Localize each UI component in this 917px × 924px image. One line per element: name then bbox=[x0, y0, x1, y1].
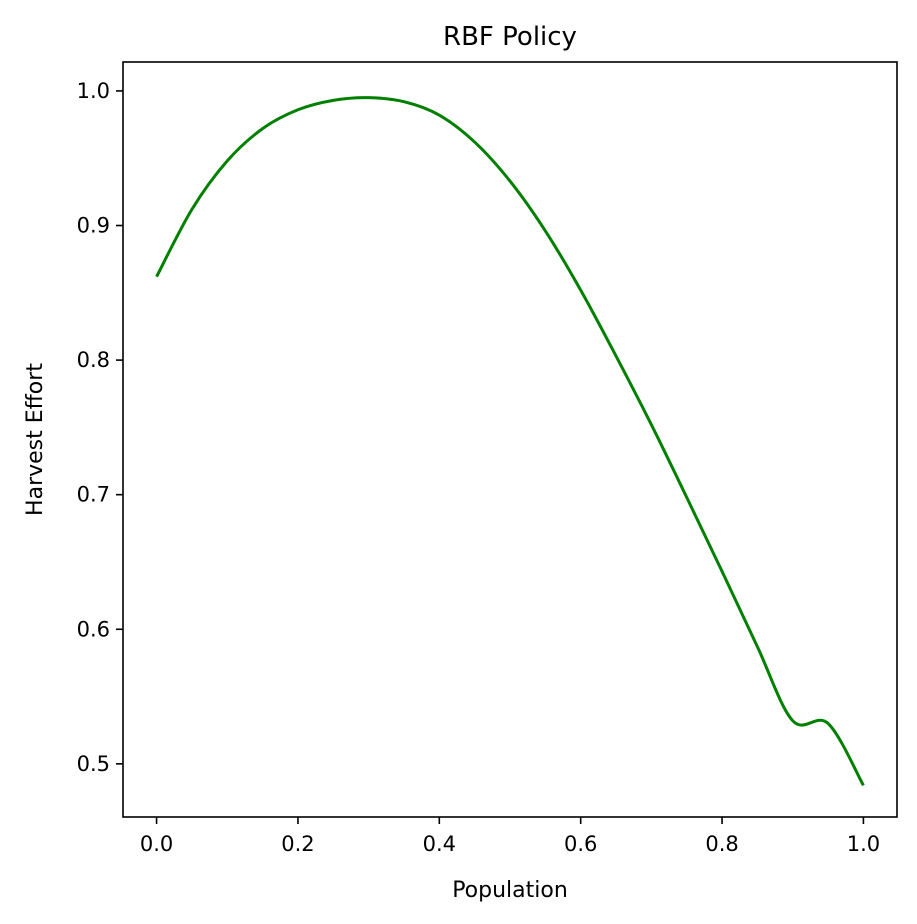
y-tick-label: 1.0 bbox=[77, 79, 110, 103]
y-tick-label: 0.8 bbox=[77, 348, 110, 372]
x-tick-label: 0.6 bbox=[564, 832, 597, 856]
x-tick-label: 0.0 bbox=[140, 832, 173, 856]
y-axis-label: Harvest Effort bbox=[23, 363, 48, 516]
axes-frame bbox=[122, 61, 898, 818]
plot-area: 0.0 0.2 0.4 0.6 0.8 1.0 0.5 0.6 0.7 0.8 0.9 1.0 Popu… bbox=[23, 22, 898, 903]
x-tick-label: 0.4 bbox=[423, 832, 456, 856]
x-tick-label: 0.2 bbox=[281, 832, 314, 856]
y-tick-label: 0.5 bbox=[77, 752, 110, 776]
x-axis-label: Population bbox=[452, 878, 568, 903]
x-tick-label: 0.8 bbox=[705, 832, 738, 856]
chart-title: RBF Policy bbox=[443, 22, 577, 52]
series-line bbox=[155, 96, 865, 787]
y-tick-label: 0.9 bbox=[77, 214, 110, 238]
x-tick-label: 1.0 bbox=[847, 832, 880, 856]
y-tick-label: 0.6 bbox=[77, 617, 110, 641]
y-tick-label: 0.7 bbox=[77, 483, 110, 507]
